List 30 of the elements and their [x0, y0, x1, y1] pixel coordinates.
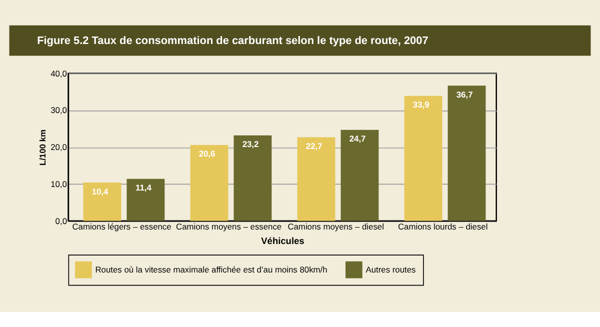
x-tick-label: Camions moyens – essence — [176, 222, 282, 232]
data-label: 10,4 — [92, 186, 109, 196]
y-tick-label: 40,0 — [50, 68, 68, 78]
bar — [448, 86, 486, 221]
x-tick-label: Camions moyens – diesel — [288, 222, 384, 232]
legend-label: Routes où la vitesse maximale affichée est d’au moins 80km/h — [95, 264, 328, 274]
data-label: 24,7 — [349, 134, 366, 144]
y-tick-label: 20,0 — [50, 142, 68, 152]
data-label: 11,4 — [136, 182, 152, 193]
data-label: 23,2 — [242, 139, 260, 150]
y-tick-label: 10,0 — [50, 178, 68, 189]
x-axis-title: Véhicules — [261, 236, 304, 246]
x-tick-label: Camions lourds – diesel — [398, 222, 488, 232]
bar — [126, 178, 165, 221]
bar — [297, 137, 336, 221]
data-label: 22,7 — [306, 140, 323, 151]
chart-title: Figure 5.2 Taux de consommation de carburant selon le type de route, 2007 — [37, 34, 428, 47]
y-tick-label: 0,0 — [55, 216, 68, 226]
bar — [190, 144, 228, 221]
y-tick-label: 30,0 — [50, 105, 68, 116]
data-label: 36,7 — [456, 89, 474, 100]
bar — [234, 135, 272, 221]
data-label: 20,6 — [198, 148, 216, 159]
y-axis-title: L/100 km — [38, 130, 48, 166]
legend-label: Autres routes — [366, 264, 416, 274]
x-tick-label: Camions légers – essence — [72, 222, 172, 232]
data-label: 33,9 — [412, 100, 430, 110]
bar — [83, 182, 122, 221]
bar — [340, 130, 379, 221]
bar — [404, 96, 442, 221]
